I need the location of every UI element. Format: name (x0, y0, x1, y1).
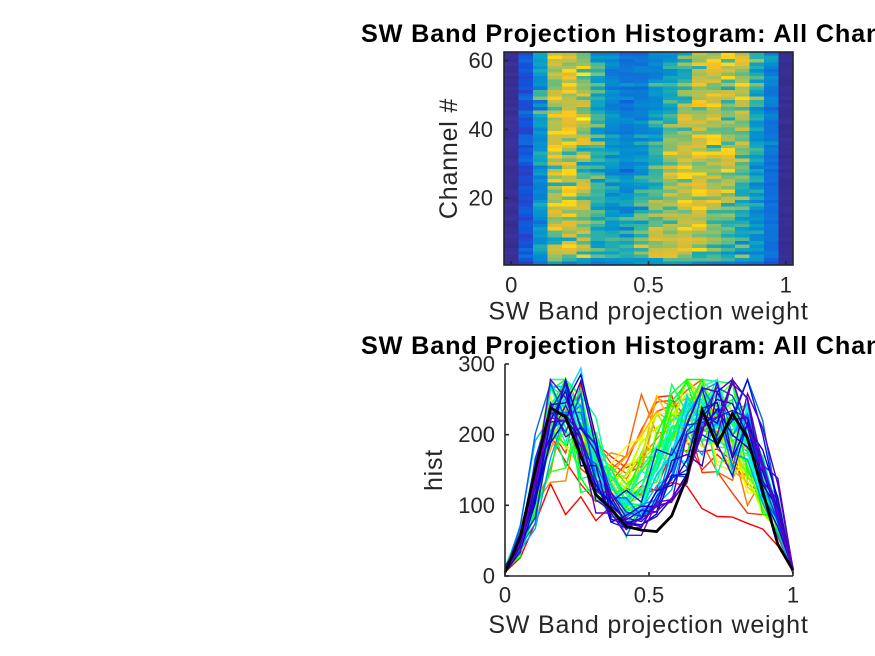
svg-text:60: 60 (469, 48, 493, 73)
svg-text:0: 0 (499, 583, 511, 608)
svg-text:SW Band projection weight: SW Band projection weight (488, 611, 808, 639)
svg-text:SW Band projection weight: SW Band projection weight (488, 298, 808, 326)
svg-text:1: 1 (780, 273, 792, 298)
svg-text:100: 100 (458, 493, 495, 518)
svg-text:SW Band Projection Histogram:: SW Band Projection Histogram: All Channe… (361, 332, 875, 360)
svg-text:0: 0 (483, 564, 495, 589)
svg-text:SW Band Projection Histogram:: SW Band Projection Histogram: All Channe… (361, 20, 875, 48)
svg-text:0: 0 (505, 273, 517, 298)
svg-text:40: 40 (469, 117, 493, 142)
svg-text:0.5: 0.5 (634, 583, 665, 608)
svg-text:0.5: 0.5 (633, 273, 664, 298)
svg-text:20: 20 (469, 186, 493, 211)
svg-text:300: 300 (458, 352, 495, 377)
svg-text:200: 200 (458, 422, 495, 447)
svg-text:Channel #: Channel # (435, 98, 463, 219)
svg-text:1: 1 (787, 583, 799, 608)
svg-text:hist: hist (420, 449, 448, 491)
